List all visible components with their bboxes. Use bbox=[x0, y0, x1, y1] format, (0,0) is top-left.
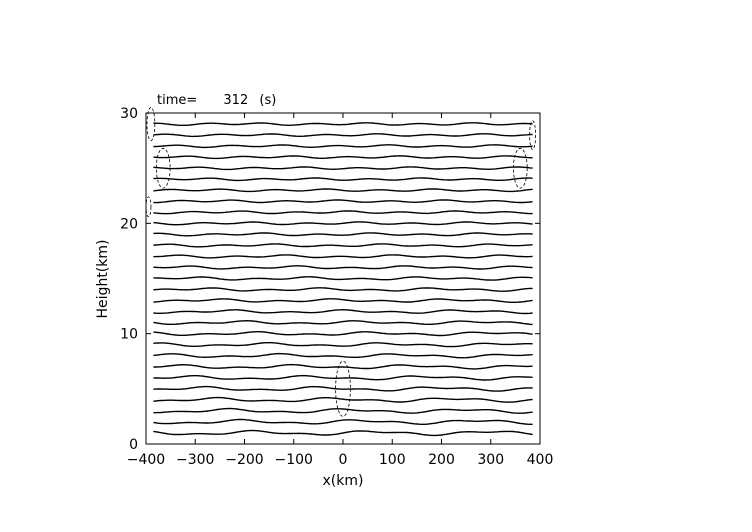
y-tick-label: 10 bbox=[120, 327, 138, 343]
x-tick-label: 100 bbox=[379, 452, 406, 468]
contour-line bbox=[153, 133, 533, 138]
contour-line bbox=[153, 298, 533, 303]
x-tick-label: −400 bbox=[127, 452, 165, 468]
contour-line bbox=[153, 177, 533, 182]
contour-line bbox=[153, 287, 533, 292]
contour-line bbox=[153, 199, 533, 204]
contour-line bbox=[153, 210, 533, 215]
contour-line bbox=[153, 429, 533, 437]
contour-line bbox=[153, 276, 533, 281]
contour-line bbox=[153, 418, 533, 425]
contour-line bbox=[153, 407, 533, 414]
contour-line bbox=[153, 188, 533, 193]
contour-line bbox=[153, 308, 533, 315]
dashed-contours bbox=[145, 107, 536, 417]
x-axis-ticks: −400 −300 −200 −100 0 100 200 300 400 bbox=[127, 113, 554, 468]
y-axis-ticks: 0 10 20 30 bbox=[120, 106, 540, 453]
x-tick-label: 0 bbox=[339, 452, 348, 468]
contour-line bbox=[153, 166, 533, 171]
contour-line bbox=[153, 254, 533, 259]
dashed-contour bbox=[512, 147, 528, 189]
dashed-contour bbox=[529, 120, 536, 150]
dashed-contour bbox=[335, 360, 351, 417]
chart-title: time= 312 (s) bbox=[157, 93, 276, 108]
y-tick-label: 20 bbox=[120, 216, 138, 232]
dashed-contour bbox=[145, 196, 152, 218]
y-tick-label: 0 bbox=[129, 437, 138, 453]
contour-line bbox=[153, 352, 533, 359]
y-axis-label: Height(km) bbox=[95, 240, 111, 319]
contour-line bbox=[153, 232, 533, 237]
title-prefix: time= bbox=[157, 93, 197, 108]
contour-line bbox=[153, 342, 533, 348]
contour-line bbox=[153, 122, 533, 127]
contour-line bbox=[153, 396, 533, 403]
contour-line bbox=[153, 144, 533, 149]
dashed-contour bbox=[146, 107, 156, 142]
contour-line bbox=[153, 331, 533, 337]
contour-line bbox=[153, 221, 533, 226]
x-tick-label: −100 bbox=[275, 452, 313, 468]
contour-line bbox=[153, 363, 533, 370]
x-tick-label: −200 bbox=[225, 452, 263, 468]
dashed-contour bbox=[155, 147, 171, 189]
x-tick-label: −300 bbox=[176, 452, 214, 468]
contour-lines bbox=[153, 122, 533, 437]
contour-line bbox=[153, 319, 533, 326]
title-value: 312 bbox=[223, 93, 248, 108]
contour-line bbox=[153, 243, 533, 248]
contour-line bbox=[153, 374, 533, 381]
x-tick-label: 200 bbox=[428, 452, 455, 468]
x-tick-label: 300 bbox=[477, 452, 504, 468]
plot-frame bbox=[145, 112, 541, 445]
contour-line bbox=[153, 265, 533, 270]
y-tick-label: 30 bbox=[120, 106, 138, 122]
contour-line bbox=[153, 155, 533, 160]
x-axis-label: x(km) bbox=[323, 473, 364, 489]
contour-line bbox=[153, 385, 533, 392]
title-unit: (s) bbox=[259, 93, 276, 108]
x-tick-label: 400 bbox=[527, 452, 554, 468]
